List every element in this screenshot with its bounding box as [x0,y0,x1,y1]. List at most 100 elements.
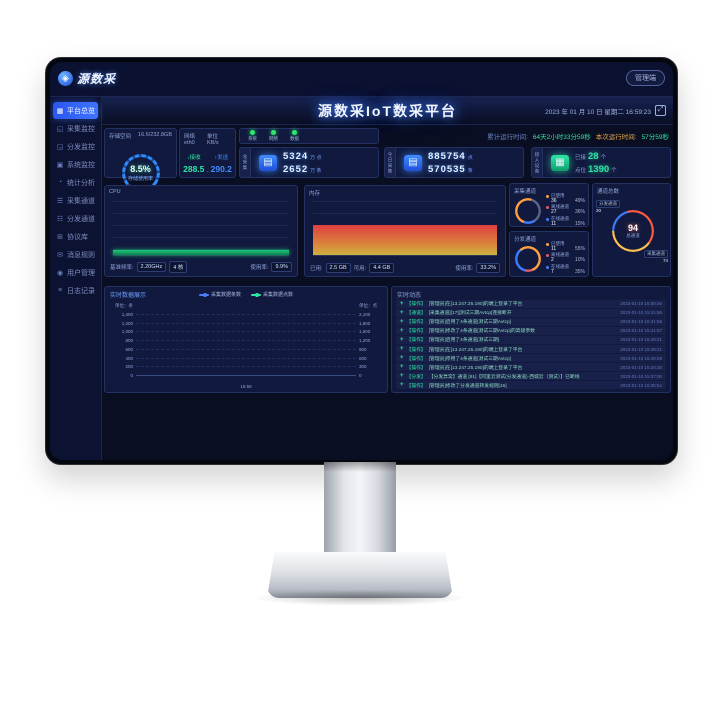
plus-icon [400,319,404,325]
used-value: 2.5 GB [325,263,351,273]
dispatch-channels-title: 分发通道 [514,237,537,243]
storage-capacity: 16.6/232.8GB [138,132,172,138]
today-collect-card: 今日采集 ▤ 885754 点 570535 条 [384,147,524,178]
log-icon: ≡ [57,287,63,294]
dashboard-app: ◈ 源数采 管理端 ▦ 平台总览 ◱ 采集监控 ◲ 分发监控 ▣ 系统监控 ◔ 统计分析 … [50,62,673,460]
today-records-unit: 条 [467,167,473,174]
sidebar-item-message-rules[interactable]: ✉ 消息规则 [53,246,98,263]
sidebar-item-protocol-library[interactable]: ⊞ 协议库 [53,228,98,245]
status-label: 数据 [290,136,299,141]
total-runtime-value: 64天2小时33分59秒 [532,134,591,141]
sidebar-item-label: 分发监控 [67,143,95,151]
plus-icon [400,328,404,334]
cpu-usage-value: 9.9% [271,262,292,272]
page-header: 源数采IoT数采平台 2023 年 01 月 10 日 星期二 16:59:23… [102,97,673,125]
admin-backend-button[interactable]: 管理端 [626,70,665,86]
sidebar-item-stats-analysis[interactable]: ◔ 统计分析 [53,174,98,191]
sidebar-item-overview[interactable]: ▦ 平台总览 [53,102,98,119]
legend-item[interactable]: 采集数据点数 [251,291,293,298]
x-axis-tick: 16:58 [240,384,252,389]
library-icon: ⊞ [57,233,63,241]
sidebar-item-collect-channel[interactable]: ☰ 采集通道 [53,192,98,209]
channel-icon: ☰ [56,197,64,205]
list-item[interactable]: 【操作】[管理员]在[13.247.25.190]的端上登录了平台2023-01… [396,345,666,353]
list-item[interactable]: 【分发】【分发异常】通道 [91]【阿里云测试(分发通道)·西城云（测试）】已断… [396,372,666,380]
list-item[interactable]: 【操作】[管理员]修改了4条通道[测试三期Avtcp]的高级参数2023-01-… [396,327,666,335]
list-item[interactable]: 【操作】[管理员]启用了4条通道[测试三期]2023-01-10 15:40:2… [396,336,666,344]
grid-icon: ▦ [56,107,64,115]
top-bar: ◈ 源数采 管理端 [50,62,673,97]
main-content: 源数采IoT数采平台 2023 年 01 月 10 日 星期二 16:59:23… [102,97,673,460]
status-dots-strip: 系统 网络 数据 [239,128,379,144]
logo-icon: ◈ [58,71,73,86]
collect-channels-title: 采集通道 [514,189,537,195]
storage-percent: 8.5% [130,164,151,174]
sidebar-item-label: 统计分析 [67,179,95,187]
send-value: 290.2 [210,164,232,174]
session-runtime-value: 57分59秒 [641,134,669,141]
user-icon: ◉ [56,269,64,277]
sidebar-item-label: 协议库 [67,233,88,241]
total-points-value: 5324 [283,150,309,162]
monitor-stand-neck [324,462,396,556]
cores-value: 4 核 [169,261,188,273]
sidebar-item-dispatch-channel[interactable]: ☷ 分发通道 [53,210,98,227]
list-item[interactable]: 【操作】[管理员]在[13.247.25.190]的端上登录了平台2023-01… [396,363,666,371]
pager-dash[interactable]: - [206,169,209,176]
sidebar-item-collect-monitor[interactable]: ◱ 采集监控 [53,120,98,137]
list-item[interactable]: 【操作】[管理员]停用了4条通道[测试三期Avtcp]2023-01-10 15… [396,354,666,362]
dispatch-channels-donut [515,246,541,272]
freq-label: 基准频率: [110,265,134,271]
sidebar: ▦ 平台总览 ◱ 采集监控 ◲ 分发监控 ▣ 系统监控 ◔ 统计分析 ☰ 采集通道 ☷ 分发通… [50,97,102,460]
plus-icon [400,346,404,352]
status-dot-icon [292,130,297,135]
avail-value: 4.4 GB [369,263,395,273]
sidebar-item-system-monitor[interactable]: ▣ 系统监控 [53,156,98,173]
today-collect-vlabel: 今日采集 [385,148,396,177]
fullscreen-icon[interactable]: ⤢ [655,105,666,116]
status-label: 网络 [269,136,278,141]
sidebar-item-user-management[interactable]: ◉ 用户管理 [53,264,98,281]
stand-shadow [252,590,468,606]
sidebar-item-label: 采集监控 [67,125,95,133]
legend-item[interactable]: 采集数据条数 [198,291,241,298]
list-item[interactable]: 【操作】[管理员]启用了4条通道[测试三期Avtcp]2023-01-10 15… [396,318,666,326]
list-item[interactable]: 【通道】[采集通道][17][测试三期Avtcp]连接断开2023-01-10 … [396,309,666,317]
memory-usage-label: 使用率: [455,266,474,272]
network-unit: 单位 KB/s [207,134,219,146]
connected-label: 已接 [575,154,587,161]
total-records-value: 2652 [283,163,309,175]
collect-channel-tag: 采集通道 74 [644,250,668,264]
today-points-value: 885754 [428,150,466,162]
channel-total-label: 总通道 [626,233,640,238]
channel-total-title: 通道总数 [597,189,620,195]
monitor-frame: ◈ 源数采 管理端 ▦ 平台总览 ◱ 采集监控 ◲ 分发监控 ▣ 系统监控 ◔ 统计分析 … [45,57,678,465]
points-label: 点位 [575,167,587,174]
device-icon: ▦ [551,154,569,171]
sidebar-item-label: 系统监控 [67,161,95,169]
database-icon: ▤ [404,154,422,171]
data-status: 数据 [290,130,299,142]
list-item[interactable]: 【操作】[管理员]修改了分发通道转发规则[16]2023-01-10 15:35… [396,381,666,389]
total-collect-card: 总采集 ▤ 5324 万 点 2652 万 条 [239,147,379,178]
storage-gauge-label: 存储使用率 [127,176,153,182]
realtime-chart-title: 实时数据展示 [110,293,147,299]
message-icon: ✉ [57,251,63,259]
devices-card: 接入设备 ▦ 已接 28 个 点位 1390 个 [531,147,671,178]
today-points-unit: 点 [467,154,473,161]
list-item[interactable]: 【操作】[管理员]在[13.247.25.190]的端上登录了平台2023-01… [396,300,666,308]
legend-item: 在线通道 11 15% [546,216,585,227]
legend-item: 在线通道 7 35% [546,264,585,275]
plus-icon [400,355,404,361]
sidebar-item-label: 消息规则 [67,251,95,259]
sidebar-item-dispatch-monitor[interactable]: ◲ 分发监控 [53,138,98,155]
sidebar-item-log-records[interactable]: ≡ 日志记录 [53,282,98,299]
network-card: 网络 eth0 单位 KB/s ↓接收 288.5 ↑发送 290.2 - [179,128,236,178]
channel-total-card: 通道总数 分发通道 20 94 总通道 采集通道 74 [592,183,671,277]
plus-icon [400,373,404,379]
runtime-status: 累计运行时间: 64天2小时33分59秒 本次运行时间: 57分59秒 [487,131,669,141]
app-logo: ◈ 源数采 [58,70,116,87]
sidebar-item-label: 平台总览 [67,107,95,115]
datetime-text: 2023 年 01 月 10 日 星期二 16:59:23 [545,109,651,116]
